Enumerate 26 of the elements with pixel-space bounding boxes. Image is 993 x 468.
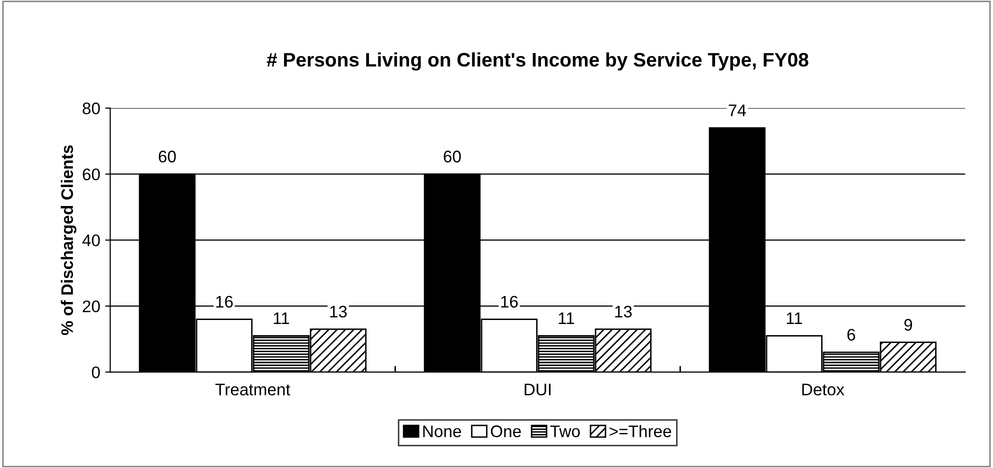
legend-label: >=Three bbox=[610, 424, 672, 438]
data-label: 60 bbox=[444, 150, 461, 162]
data-label: 11 bbox=[786, 312, 802, 324]
data-label: 74 bbox=[728, 104, 746, 116]
y-tick-label: 60 bbox=[82, 168, 100, 180]
data-label: 11 bbox=[558, 312, 574, 324]
data-label: 16 bbox=[216, 296, 233, 308]
y-tick-label: 20 bbox=[82, 300, 100, 312]
legend-label: None bbox=[423, 426, 462, 438]
x-tick-label: Detox bbox=[802, 384, 844, 396]
data-label: 11 bbox=[274, 312, 290, 324]
x-tick-label: Treatment bbox=[215, 384, 290, 396]
y-tick-label: 0 bbox=[92, 366, 100, 378]
data-label: 6 bbox=[847, 328, 856, 341]
data-label: 16 bbox=[501, 296, 518, 308]
data-label: 9 bbox=[904, 318, 912, 331]
data-label: 60 bbox=[158, 150, 176, 162]
chart-title: # Persons Living on Client's Income by Service Type, FY08 bbox=[266, 52, 808, 71]
y-tick-label: 40 bbox=[82, 234, 100, 246]
legend-label: One bbox=[490, 425, 521, 438]
legend-label: Two bbox=[550, 426, 580, 438]
y-tick-label: 80 bbox=[82, 102, 100, 114]
data-label: 13 bbox=[615, 306, 632, 318]
y-axis-title: % of Discharged Clients bbox=[60, 145, 76, 336]
x-tick-label: DUI bbox=[524, 384, 551, 396]
data-label: 13 bbox=[330, 306, 347, 318]
